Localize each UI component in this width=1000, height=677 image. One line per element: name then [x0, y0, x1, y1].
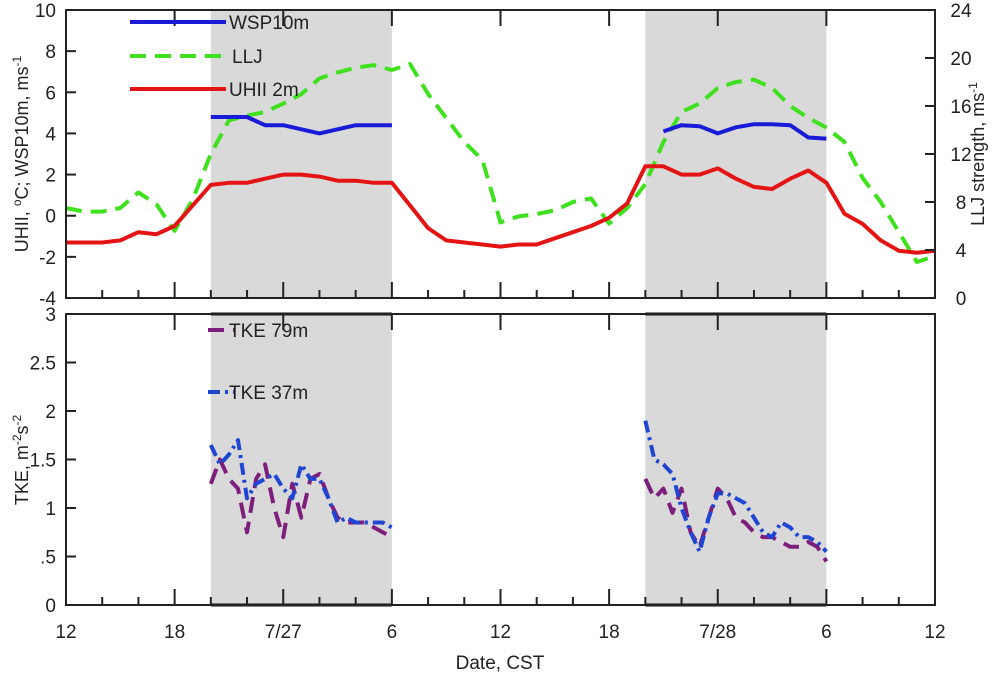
top-series [65, 62, 936, 264]
bottom-ticks: 0 .5 1 1.5 2 2.5 3 [30, 305, 936, 617]
night-shade-0 [210, 10, 392, 298]
x-tick-label: 18 [599, 622, 620, 643]
y-bottom-tick-label: 1.5 [30, 451, 56, 472]
y-right-tick-label: 8 [956, 193, 967, 214]
x-tick-labels: 12 18 7/27 6 12 18 7/28 6 12 [55, 622, 945, 643]
x-tick-label: 6 [387, 622, 398, 643]
x-tick-label: 7/27 [265, 622, 302, 643]
x-tick-label: 6 [821, 622, 832, 643]
series-line-wsp10m-0 [210, 115, 392, 136]
y-right-axis-label: LLJ strength, ms-1 [966, 82, 988, 226]
y-left-tick-label: -4 [39, 289, 56, 310]
series-line-tke-37m-2 [643, 420, 828, 554]
night-shade-1 [645, 314, 827, 605]
y-right-tick-label: 12 [950, 145, 971, 166]
y-right-tick-label: 0 [956, 289, 967, 310]
y-left-tick-label: 8 [45, 42, 56, 63]
x-tick-label: 12 [490, 622, 511, 643]
y-left-tick-label: 2 [45, 166, 56, 187]
y-bottom-tick-label: .5 [40, 548, 56, 569]
series-line-wsp10m-1 [662, 122, 827, 141]
y-right-tick-label: 16 [950, 97, 971, 118]
y-left-axis-label: UHII, oC; WSP10m, ms-1 [10, 55, 32, 252]
y-right-tick-label: 24 [950, 1, 972, 22]
y-left-tick-label: 6 [45, 83, 56, 104]
y-left-tick-label: 4 [45, 124, 56, 145]
series-line-llj [65, 62, 936, 264]
top-legend: WSP10m LLJ UHII 2m [130, 13, 309, 101]
y-bottom-axis-label: TKE, m-2s-2 [10, 414, 32, 505]
legend-label-tke79: TKE 79m [229, 321, 308, 342]
y-right-tick-label: 4 [956, 241, 967, 262]
x-tick-label: 18 [164, 622, 185, 643]
night-shade-0 [210, 314, 392, 605]
x-tick-label: 12 [55, 622, 76, 643]
y-left-tick-label: 0 [45, 207, 56, 228]
nighttime-shading [210, 10, 827, 298]
y-bottom-tick-label: 1 [45, 499, 56, 520]
x-axis-label: Date, CST [456, 653, 545, 674]
legend-label-wsp10m: WSP10m [229, 13, 309, 34]
series-line-uhii-2m [66, 164, 936, 255]
y-bottom-tick-label: 2 [45, 402, 56, 423]
y-bottom-tick-label: 2.5 [30, 354, 56, 375]
bottom-series [208, 420, 829, 563]
y-left-tick-label: 10 [35, 1, 56, 22]
legend-label-uhii: UHII 2m [229, 80, 299, 101]
x-tick-label: 12 [924, 622, 945, 643]
nighttime-shading [210, 312, 827, 607]
y-bottom-tick-label: 3 [45, 305, 56, 326]
series-line-tke-79m-2 [643, 478, 829, 563]
y-left-tick-label: -2 [39, 248, 56, 269]
y-right-tick-label: 20 [950, 49, 971, 70]
y-bottom-tick-label: 0 [45, 596, 56, 617]
bottom-panel: 0 .5 1 1.5 2 2.5 3 TKE 79m TKE 37m TKE, m-2s-2… [10, 305, 946, 674]
legend-label-tke37: TKE 37m [229, 383, 308, 404]
x-tick-label: 7/28 [699, 622, 736, 643]
bottom-legend: TKE 79m TKE 37m [208, 321, 308, 404]
night-shade-1 [645, 10, 827, 298]
series-line-tke-79m-1 [208, 457, 393, 540]
legend-label-llj: LLJ [232, 47, 263, 68]
